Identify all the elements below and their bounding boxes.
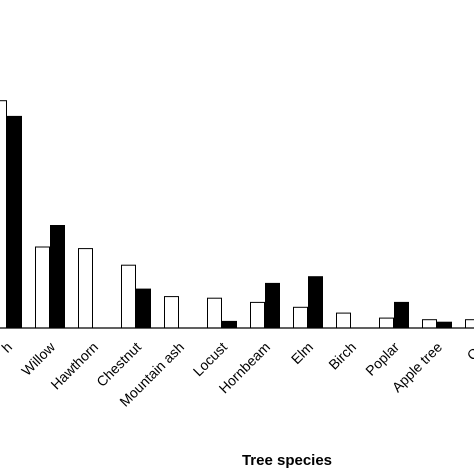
x-tick-label-2: Hawthorn (47, 339, 101, 393)
x-tick-label-7: Elm (288, 339, 316, 367)
bar-white-5 (207, 297, 222, 329)
bar-white-6 (250, 301, 265, 329)
bar-white-9 (379, 317, 394, 329)
bar-white-7 (293, 306, 308, 329)
bar-white-1 (35, 246, 50, 329)
bar-black-1 (50, 225, 65, 329)
bar-black-7 (308, 276, 323, 329)
bar-black-3 (136, 288, 151, 329)
bar-white-4 (164, 296, 179, 329)
bar-black-6 (265, 282, 280, 329)
bar-white-0 (0, 100, 7, 329)
bar-black-0 (7, 115, 22, 329)
bar-white-11 (465, 319, 474, 329)
x-tick-label-1: Willow (18, 338, 59, 379)
x-tick-label-11: Oa (464, 339, 474, 364)
x-tick-label-0: h (0, 339, 15, 356)
bar-black-5 (222, 320, 237, 329)
bars-group (0, 100, 474, 329)
bar-black-10 (437, 321, 452, 329)
bar-white-2 (78, 248, 93, 329)
x-tick-label-5: Locust (190, 339, 231, 380)
bar-black-9 (394, 301, 409, 329)
bar-white-3 (121, 264, 136, 329)
bar-white-10 (422, 319, 437, 329)
x-tick-label-8: Birch (325, 339, 359, 373)
bar-white-8 (336, 312, 351, 329)
x-axis-title: Tree species (242, 452, 332, 469)
x-tick-label-9: Poplar (362, 339, 402, 379)
